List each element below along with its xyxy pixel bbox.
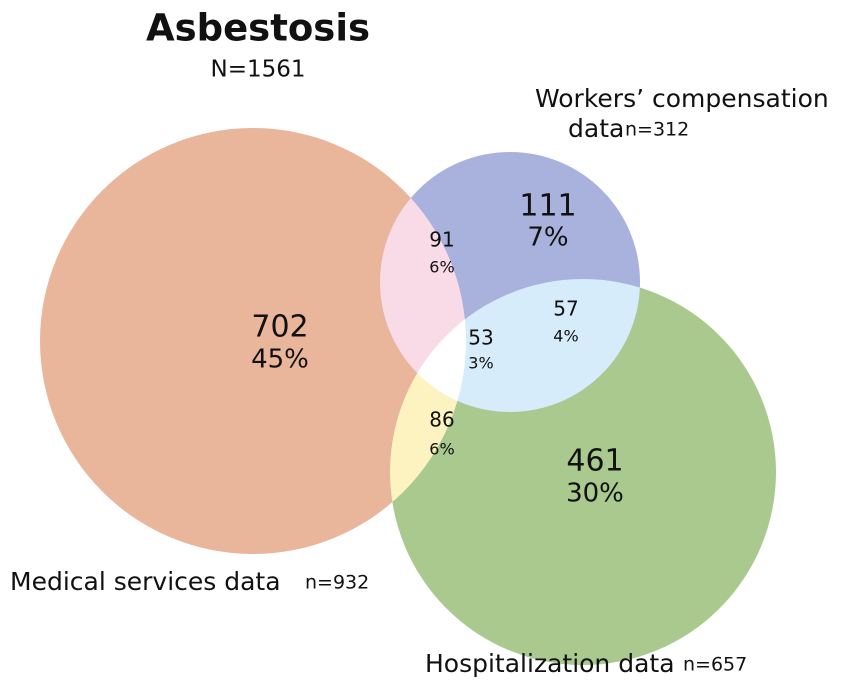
region-percent: 6% (429, 258, 454, 277)
region-count: 91 (429, 228, 454, 252)
region-count: 86 (429, 408, 454, 432)
set-label: data (568, 114, 624, 143)
set-label: Hospitalization data (425, 649, 675, 678)
set-count: n=657 (683, 654, 747, 676)
set-count: n=312 (625, 119, 689, 141)
region-percent: 6% (429, 440, 454, 459)
workers-hospital-overlap (390, 279, 640, 412)
set-label: Workers’ compensation (535, 84, 829, 113)
region-count: 53 (468, 326, 493, 350)
region-percent: 45% (251, 345, 309, 375)
region-count: 111 (519, 189, 576, 224)
region-percent: 3% (468, 354, 493, 373)
set-count: n=932 (305, 572, 369, 594)
medical-circle (40, 128, 466, 554)
region-percent: 7% (527, 223, 568, 253)
region-count: 461 (566, 444, 623, 479)
total: N=1561 (210, 57, 305, 83)
region-count: 702 (251, 310, 308, 345)
title: Asbestosis (146, 7, 370, 50)
set-label: Medical services data (10, 567, 281, 596)
region-count: 57 (553, 297, 578, 321)
region-percent: 30% (566, 479, 624, 509)
region-percent: 4% (553, 327, 578, 346)
